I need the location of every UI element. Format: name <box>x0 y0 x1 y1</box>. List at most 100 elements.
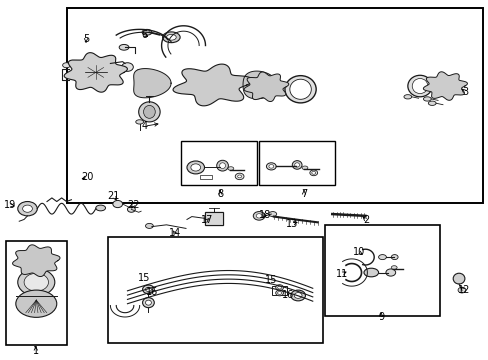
Bar <box>108 237 322 343</box>
Ellipse shape <box>275 290 283 296</box>
Ellipse shape <box>143 105 155 118</box>
Text: 14: 14 <box>168 228 181 238</box>
Text: 15: 15 <box>264 275 277 285</box>
Text: 3: 3 <box>461 87 468 97</box>
Ellipse shape <box>407 75 431 97</box>
Ellipse shape <box>427 101 435 105</box>
Ellipse shape <box>223 79 231 84</box>
Text: 12: 12 <box>457 285 469 296</box>
Text: 22: 22 <box>127 200 139 210</box>
Ellipse shape <box>16 290 57 318</box>
Ellipse shape <box>145 224 153 228</box>
Ellipse shape <box>136 120 143 124</box>
Ellipse shape <box>423 97 430 101</box>
Ellipse shape <box>62 63 70 68</box>
Polygon shape <box>244 72 288 102</box>
Ellipse shape <box>18 202 37 216</box>
Ellipse shape <box>235 173 244 180</box>
Text: 15: 15 <box>138 273 150 283</box>
Ellipse shape <box>294 163 299 167</box>
Polygon shape <box>64 53 127 92</box>
Ellipse shape <box>127 207 135 212</box>
Ellipse shape <box>237 175 241 178</box>
Text: 5: 5 <box>83 34 89 44</box>
Ellipse shape <box>275 285 283 291</box>
Ellipse shape <box>166 35 176 40</box>
Bar <box>181 140 256 185</box>
Polygon shape <box>204 212 222 225</box>
Ellipse shape <box>309 170 317 176</box>
Ellipse shape <box>227 167 233 170</box>
Text: 21: 21 <box>107 191 120 201</box>
Bar <box>272 286 286 295</box>
Polygon shape <box>173 64 252 106</box>
Bar <box>66 8 483 203</box>
Ellipse shape <box>142 285 154 294</box>
Text: 8: 8 <box>217 189 223 199</box>
Ellipse shape <box>411 78 427 94</box>
Ellipse shape <box>290 290 305 301</box>
Ellipse shape <box>289 79 311 99</box>
Ellipse shape <box>311 171 315 174</box>
Text: 16: 16 <box>145 287 158 297</box>
Text: 9: 9 <box>377 312 383 322</box>
Ellipse shape <box>268 165 273 168</box>
Ellipse shape <box>363 268 378 277</box>
Ellipse shape <box>113 201 122 208</box>
Ellipse shape <box>145 287 151 292</box>
Ellipse shape <box>142 298 154 308</box>
Circle shape <box>255 79 277 95</box>
Text: 6: 6 <box>141 30 147 40</box>
Bar <box>204 212 222 225</box>
Ellipse shape <box>277 292 281 294</box>
Text: 11: 11 <box>335 269 347 279</box>
Bar <box>259 140 334 185</box>
Ellipse shape <box>119 44 129 50</box>
Polygon shape <box>133 68 171 98</box>
Ellipse shape <box>256 214 262 218</box>
Ellipse shape <box>457 287 465 293</box>
Ellipse shape <box>186 161 204 174</box>
Ellipse shape <box>122 63 133 71</box>
Bar <box>204 212 222 225</box>
Ellipse shape <box>199 76 226 94</box>
Text: 10: 10 <box>352 247 365 257</box>
Text: 19: 19 <box>4 200 17 210</box>
Ellipse shape <box>378 255 386 260</box>
Text: 13: 13 <box>285 219 298 229</box>
Bar <box>5 241 66 345</box>
Ellipse shape <box>217 89 227 95</box>
Ellipse shape <box>22 205 32 212</box>
Ellipse shape <box>277 286 281 289</box>
Text: 20: 20 <box>81 172 94 182</box>
Text: 18: 18 <box>258 210 270 220</box>
Polygon shape <box>423 72 467 100</box>
Text: 17: 17 <box>201 215 213 225</box>
Bar <box>325 225 439 316</box>
Ellipse shape <box>403 95 411 99</box>
Text: 7: 7 <box>300 189 306 199</box>
Ellipse shape <box>294 293 302 298</box>
Bar <box>199 175 211 179</box>
Ellipse shape <box>268 212 276 217</box>
Text: 4: 4 <box>141 121 147 131</box>
Ellipse shape <box>162 32 180 42</box>
Ellipse shape <box>385 269 395 276</box>
Polygon shape <box>243 71 277 99</box>
Ellipse shape <box>266 163 276 170</box>
Ellipse shape <box>139 102 160 122</box>
Ellipse shape <box>390 255 397 260</box>
Ellipse shape <box>253 212 264 220</box>
Ellipse shape <box>96 205 105 211</box>
Ellipse shape <box>18 269 55 296</box>
Ellipse shape <box>216 160 228 171</box>
Text: 1: 1 <box>33 346 39 356</box>
Circle shape <box>81 62 110 83</box>
Ellipse shape <box>145 300 151 305</box>
Circle shape <box>433 77 456 95</box>
Polygon shape <box>13 245 60 276</box>
Circle shape <box>25 253 47 269</box>
Ellipse shape <box>285 76 316 103</box>
Ellipse shape <box>197 74 208 81</box>
Ellipse shape <box>302 166 307 170</box>
